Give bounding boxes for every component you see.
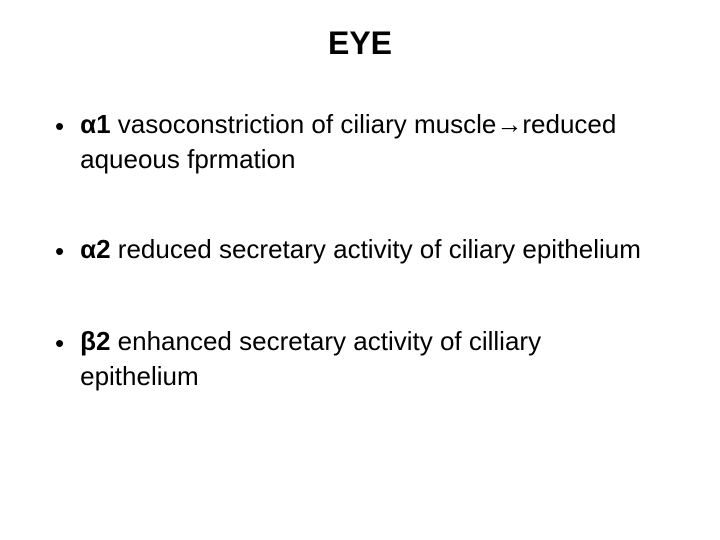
bullet-content: β2 enhanced secretary activity of cillia…	[80, 324, 665, 394]
bullet-content: α2 reduced secretary activity of ciliary…	[80, 232, 665, 267]
bullet-text-before: enhanced secretary activity of cilliary …	[80, 326, 541, 391]
receptor-symbol: α2	[80, 234, 110, 264]
bullet-marker: •	[55, 234, 64, 269]
bullet-text-before: vasoconstriction of ciliary muscle	[111, 109, 497, 139]
bullet-text-before: reduced secretary activity of ciliary ep…	[111, 234, 641, 264]
bullet-item: • α2 reduced secretary activity of cilia…	[55, 232, 665, 269]
bullet-item: • β2 enhanced secretary activity of cill…	[55, 324, 665, 394]
bullet-marker: •	[55, 109, 64, 144]
slide-title: EYE	[55, 25, 665, 62]
bullet-item: • α1 vasoconstriction of ciliary muscle→…	[55, 107, 665, 177]
receptor-symbol: β2	[80, 326, 110, 356]
bullet-marker: •	[55, 326, 64, 361]
receptor-symbol: α1	[80, 109, 110, 139]
arrow-icon: →	[496, 109, 522, 139]
bullet-content: α1 vasoconstriction of ciliary muscle→re…	[80, 107, 665, 177]
